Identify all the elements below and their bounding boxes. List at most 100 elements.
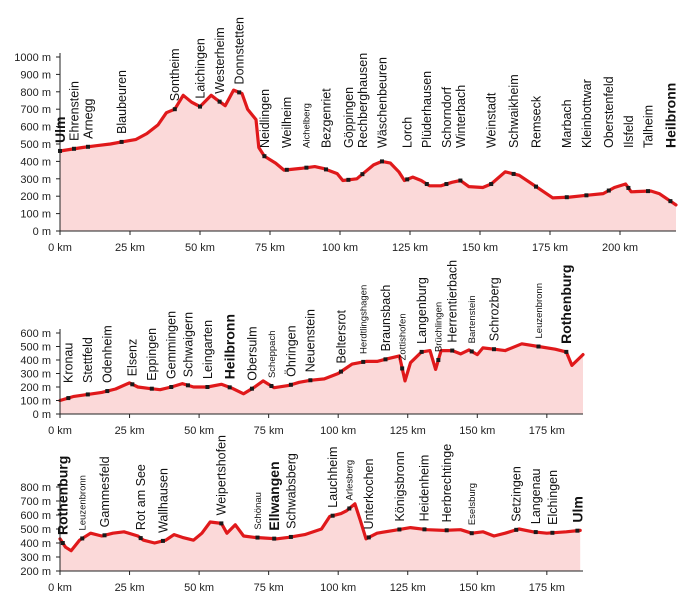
place-label: Schorndorf xyxy=(440,86,454,148)
place-label: Eppingen xyxy=(145,328,159,381)
y-tick-label: 100 m xyxy=(20,396,51,408)
elevation-line xyxy=(58,342,585,403)
y-tick-label: 100 m xyxy=(20,209,51,221)
place-label: Elsenz xyxy=(126,339,140,377)
place-label: Beltersrot xyxy=(334,310,348,364)
place-marker xyxy=(288,382,293,387)
place-label: Heidenheim xyxy=(418,455,432,522)
place-label: Braunsbach xyxy=(379,285,393,352)
place-label: Plüderhausen xyxy=(420,71,434,148)
place-marker xyxy=(436,358,441,362)
y-tick-label: 500 m xyxy=(20,342,51,354)
place-label: Kronau xyxy=(62,343,76,383)
y-tick-label: 300 m xyxy=(20,552,51,564)
place-label: Ilsfeld xyxy=(622,115,636,148)
x-tick-label: 75 km xyxy=(254,582,284,594)
x-tick-label: 0 km xyxy=(48,582,72,594)
x-tick-label: 50 km xyxy=(184,582,214,594)
y-tick-label: 400 m xyxy=(20,156,51,168)
x-tick-label: 25 km xyxy=(115,582,145,594)
place-marker xyxy=(284,167,289,172)
place-marker xyxy=(85,392,90,397)
place-marker xyxy=(458,178,463,183)
place-label: Leuzenbronn xyxy=(534,283,545,338)
x-tick-label: 25 km xyxy=(115,242,145,254)
place-label: Herbrechtinge xyxy=(440,444,454,523)
place-marker xyxy=(138,536,143,541)
y-tick-label: 800 m xyxy=(20,87,51,99)
place-label: Rot am See xyxy=(134,464,148,530)
place-marker xyxy=(262,154,267,159)
x-tick-label: 0 km xyxy=(48,242,72,254)
place-marker xyxy=(269,383,274,388)
place-label: Arnegg xyxy=(81,98,95,138)
place-label: Weilheim xyxy=(280,97,294,148)
place-marker xyxy=(550,530,555,535)
place-label: Heilbronn xyxy=(662,83,678,148)
place-label: Wäschenbeuren xyxy=(375,57,389,148)
place-marker xyxy=(450,348,455,353)
place-marker xyxy=(366,535,371,540)
place-marker xyxy=(149,386,154,391)
place-label: Leuzenbronn xyxy=(78,475,89,530)
elevation-area xyxy=(60,343,583,414)
y-tick-label: 300 m xyxy=(20,369,51,381)
place-label: Brüchlingen xyxy=(434,302,445,352)
x-tick-label: 100 km xyxy=(320,582,356,594)
y-tick-label: 200 m xyxy=(20,191,51,203)
place-marker xyxy=(172,107,177,112)
place-label: Ellwangen xyxy=(266,461,282,530)
place-marker xyxy=(249,386,254,391)
place-marker xyxy=(237,90,242,95)
place-label: Winterbach xyxy=(454,85,468,148)
place-label: Bezgenriet xyxy=(319,88,333,148)
place-marker xyxy=(304,165,309,170)
place-label: Weipertshofen xyxy=(215,435,229,515)
place-label: Schwaigern xyxy=(181,312,195,377)
place-label: Langenburg xyxy=(415,277,429,344)
place-label: Kleinbottwar xyxy=(580,79,594,148)
y-tick-label: 1000 m xyxy=(14,52,51,64)
place-label: Unterkochen xyxy=(362,459,376,530)
place-label: Aichelberg xyxy=(302,103,313,148)
place-marker xyxy=(668,199,673,204)
place-marker xyxy=(72,146,76,151)
place-label: Marbach xyxy=(560,99,574,148)
place-marker xyxy=(288,534,293,539)
place-label: Scheppach xyxy=(267,331,278,379)
place-label: Herdtlingshagen xyxy=(359,285,370,354)
place-label: Stettfeld xyxy=(81,337,95,383)
place-marker xyxy=(534,184,538,189)
y-tick-label: 0 m xyxy=(33,409,51,421)
place-marker xyxy=(536,344,541,349)
place-label: Westerheim xyxy=(213,27,227,93)
place-label: Lauchheim xyxy=(326,447,340,508)
place-marker xyxy=(444,528,449,533)
x-tick-label: 175 km xyxy=(532,242,568,254)
place-label: Königsbronn xyxy=(393,451,407,521)
y-tick-label: 0 m xyxy=(33,226,51,238)
place-label: Rothenburg xyxy=(558,265,574,344)
x-tick-label: 100 km xyxy=(322,242,358,254)
place-marker xyxy=(533,530,538,535)
place-marker xyxy=(119,139,124,144)
place-marker xyxy=(361,359,366,364)
place-marker xyxy=(646,189,650,194)
place-marker xyxy=(169,385,174,389)
place-label: Ulm xyxy=(52,117,68,143)
place-label: Remseck xyxy=(529,95,543,148)
place-label: Arlesberg xyxy=(345,460,356,501)
place-marker xyxy=(419,349,424,354)
place-label: Ulm xyxy=(569,496,585,522)
place-marker xyxy=(330,513,335,518)
y-tick-label: 700 m xyxy=(20,496,51,508)
place-marker xyxy=(606,188,611,193)
place-marker xyxy=(422,527,427,532)
y-tick-label: 600 m xyxy=(20,122,51,134)
x-tick-label: 50 km xyxy=(185,242,215,254)
place-marker xyxy=(511,171,516,176)
chart-panel-1: 0 m 100 m 200 m 300 m 400 m 500 m 600 m 700 m 80… xyxy=(14,17,678,254)
x-tick-label: 100 km xyxy=(320,425,356,437)
place-marker xyxy=(217,99,222,104)
